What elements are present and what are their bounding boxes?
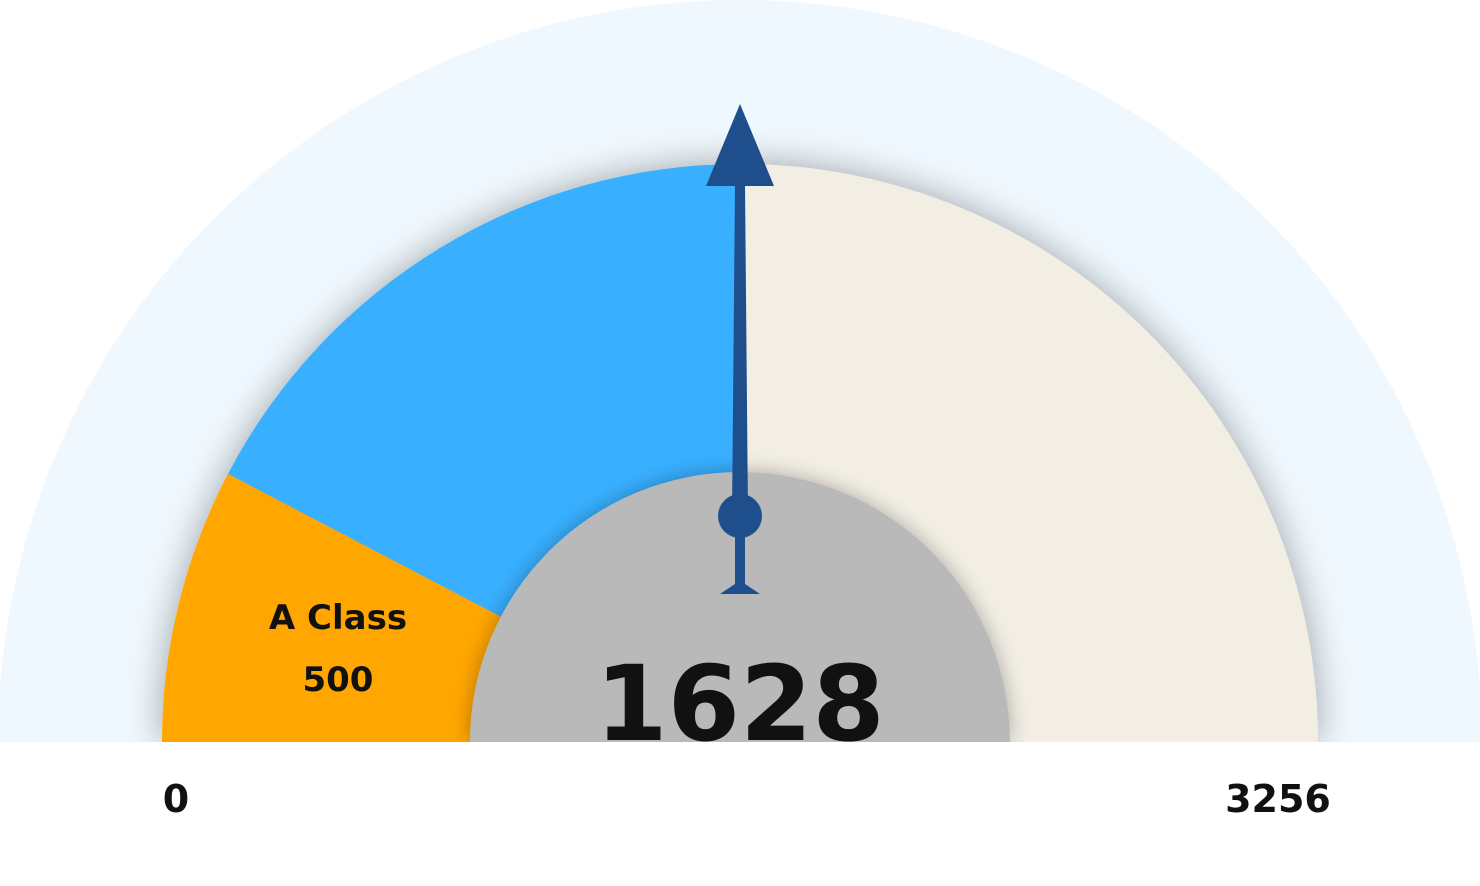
gauge-band-2 — [227, 164, 740, 618]
needle-tail — [720, 518, 760, 594]
gauge-max-label: 3256 — [1225, 777, 1331, 821]
band-label-value: 500 — [302, 660, 373, 700]
gauge-base — [0, 742, 1480, 886]
gauge-band-3 — [740, 164, 1318, 742]
needle-shaft — [732, 186, 748, 516]
gauge-band-1 — [162, 473, 503, 742]
needle-pivot — [718, 494, 762, 538]
band-label-name: A Class — [269, 598, 407, 638]
gauge-min-label: 0 — [163, 777, 189, 821]
gauge-needle — [706, 104, 774, 594]
gauge-hub — [470, 472, 1010, 742]
needle-arrowhead — [706, 104, 774, 186]
gauge-value: 1628 — [595, 643, 884, 765]
